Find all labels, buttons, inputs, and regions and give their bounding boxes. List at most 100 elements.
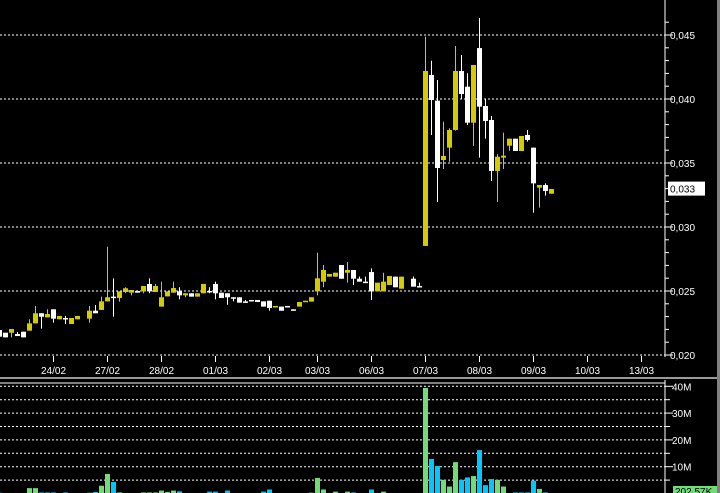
candle-body	[171, 288, 176, 293]
candle-body	[393, 276, 398, 288]
candle-body	[99, 301, 104, 310]
volume-bar	[225, 490, 230, 493]
price-axis-label: 0,020	[670, 351, 695, 362]
volume-axis-label: 30M	[672, 409, 691, 420]
candle-body	[165, 291, 170, 297]
volume-bar	[429, 458, 434, 493]
last-price-label: 0,033	[670, 185, 695, 196]
candle-body	[381, 281, 386, 292]
candle-body	[465, 86, 470, 123]
volume-bar	[315, 477, 320, 493]
candle	[333, 272, 338, 277]
time-axis-label: 13/03	[629, 366, 654, 377]
candle	[339, 265, 344, 279]
candle-body	[321, 270, 326, 282]
candle	[495, 154, 500, 203]
time-axis-label: 01/03	[203, 366, 228, 377]
candle	[231, 297, 236, 302]
candle	[15, 331, 20, 337]
candle	[399, 276, 404, 289]
candle	[111, 278, 116, 317]
candle-body	[411, 278, 416, 287]
price-panel: 0,020 0,025 0,030 0,035 0,040 0,045 24/02 27/02…	[0, 0, 705, 377]
candle-body	[87, 310, 92, 319]
candle-body	[153, 286, 158, 293]
candle-body	[57, 315, 62, 320]
candle	[411, 276, 416, 287]
volume-bar	[213, 491, 218, 493]
candle	[21, 331, 26, 338]
candle-body	[387, 276, 392, 285]
candle-body	[219, 292, 224, 299]
candle-body	[543, 185, 548, 192]
candle	[417, 282, 422, 288]
candle	[459, 54, 464, 100]
candle	[183, 293, 188, 298]
candle	[435, 80, 440, 203]
candle	[225, 293, 230, 305]
volume-bar	[333, 491, 338, 493]
candle-body	[51, 309, 56, 319]
volume-bar	[171, 490, 176, 493]
candle	[105, 246, 110, 302]
volume-bar	[531, 480, 536, 493]
candle	[171, 281, 176, 293]
candle-body	[207, 291, 212, 293]
candle	[45, 309, 50, 318]
volume-bar	[207, 491, 212, 493]
candle	[279, 306, 284, 311]
candle	[453, 46, 458, 131]
candle-body	[471, 64, 476, 123]
candle-body	[525, 134, 530, 140]
volume-bar	[381, 491, 386, 493]
candle-body	[453, 70, 458, 130]
candle	[345, 261, 350, 283]
candle	[189, 293, 194, 297]
candle	[531, 147, 536, 213]
candle-body	[279, 306, 284, 311]
candle	[375, 282, 380, 292]
candle	[513, 138, 518, 151]
candle	[525, 129, 530, 142]
time-axis-label: 10/03	[575, 366, 600, 377]
volume-bar	[321, 489, 326, 493]
candle	[267, 300, 272, 311]
candle-body	[69, 318, 74, 325]
candle-body	[489, 119, 494, 171]
candle-body	[33, 313, 38, 324]
candle-body	[441, 155, 446, 161]
volume-bar	[471, 476, 476, 493]
candle	[219, 292, 224, 299]
volume-bar	[459, 479, 464, 493]
last-volume-label: 202,57K	[675, 487, 713, 493]
candle-body	[447, 129, 452, 148]
volume-bar	[105, 473, 110, 493]
candle	[201, 283, 206, 294]
candle	[441, 121, 446, 170]
candle	[357, 276, 362, 282]
volume-bar	[537, 488, 542, 493]
candle-body	[183, 293, 188, 296]
candle-body	[213, 283, 218, 294]
candle-body	[345, 270, 350, 273]
candle-body	[147, 283, 152, 292]
candle	[87, 305, 92, 323]
time-axis-label: 08/03	[467, 366, 492, 377]
volume-bar	[345, 491, 350, 493]
candle-body	[309, 297, 314, 302]
candle-body	[477, 48, 482, 107]
candle-body	[495, 156, 500, 171]
time-axis-label: 07/03	[413, 366, 438, 377]
candle	[249, 299, 254, 302]
volume-bar	[441, 479, 446, 493]
price-axis-label: 0,040	[670, 95, 695, 106]
price-axis-label: 0,025	[670, 287, 695, 298]
candle	[177, 287, 182, 300]
candle	[291, 309, 296, 311]
candle-body	[375, 282, 380, 292]
candle-body	[327, 273, 332, 277]
volume-bar	[27, 488, 32, 493]
time-axis-label: 06/03	[359, 366, 384, 377]
candle-body	[519, 135, 524, 151]
